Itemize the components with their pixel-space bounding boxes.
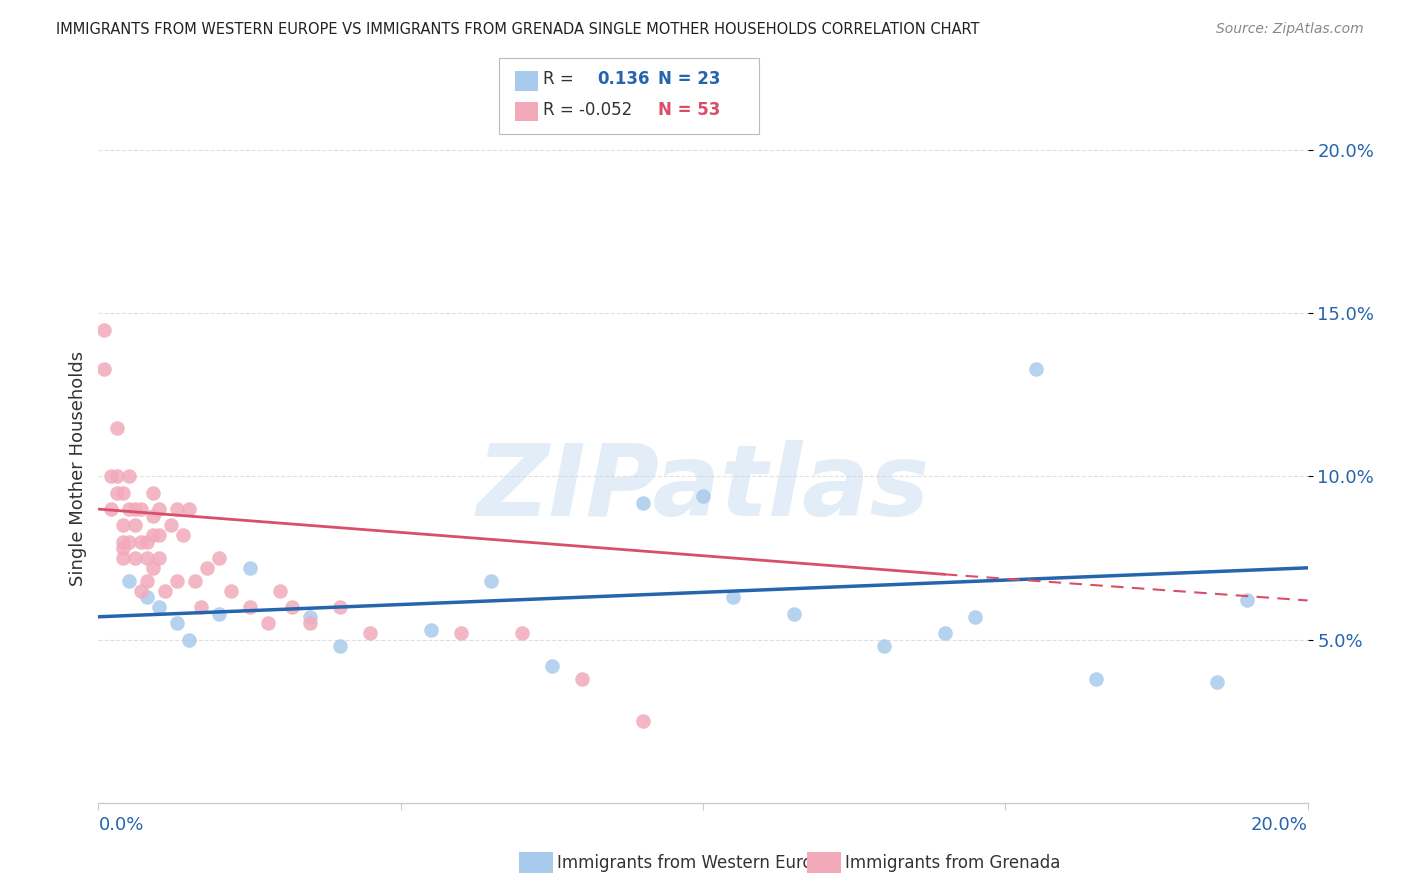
Point (172, 528, 194, 542)
Point (934, 626, 956, 640)
Point (329, 639, 352, 653)
Point (148, 551, 170, 566)
Point (540, 658, 562, 673)
Point (721, 591, 744, 605)
Point (100, 469, 122, 483)
Text: Immigrants from Western Europe: Immigrants from Western Europe (557, 854, 834, 871)
Point (329, 599, 352, 614)
Point (208, 607, 231, 621)
Point (148, 528, 170, 542)
Point (153, 583, 176, 598)
Point (129, 534, 152, 549)
Point (160, 518, 183, 533)
Point (135, 574, 157, 588)
Point (142, 528, 165, 542)
Point (111, 551, 134, 566)
Point (166, 616, 188, 631)
Point (221, 583, 243, 598)
Point (190, 599, 212, 614)
Point (419, 623, 441, 637)
Point (142, 561, 165, 575)
Point (184, 574, 207, 588)
Point (129, 583, 152, 598)
Point (571, 672, 593, 686)
Point (148, 502, 170, 516)
Point (166, 502, 188, 516)
Text: 0.0%: 0.0% (98, 816, 143, 834)
Point (281, 599, 304, 614)
Point (111, 518, 134, 533)
Point (118, 502, 141, 516)
Text: R = -0.052: R = -0.052 (543, 101, 631, 119)
Point (692, 489, 714, 503)
Text: ZIPatlas: ZIPatlas (477, 440, 929, 537)
Point (124, 518, 146, 533)
Point (111, 485, 134, 500)
Point (118, 574, 141, 588)
Y-axis label: Single Mother Households: Single Mother Households (69, 351, 87, 586)
Point (782, 607, 804, 621)
Point (195, 561, 218, 575)
Point (93, 361, 115, 376)
Point (631, 495, 654, 509)
Point (1206, 675, 1229, 690)
Point (450, 626, 472, 640)
Point (299, 609, 322, 624)
Point (118, 534, 141, 549)
Point (93, 323, 115, 337)
Point (1236, 593, 1258, 607)
Point (965, 609, 987, 624)
Point (256, 616, 278, 631)
Point (631, 714, 654, 729)
Text: IMMIGRANTS FROM WESTERN EUROPE VS IMMIGRANTS FROM GRENADA SINGLE MOTHER HOUSEHOL: IMMIGRANTS FROM WESTERN EUROPE VS IMMIGR… (56, 22, 980, 37)
Text: Source: ZipAtlas.com: Source: ZipAtlas.com (1216, 22, 1364, 37)
Point (124, 551, 146, 566)
Point (105, 469, 128, 483)
Text: R =: R = (543, 70, 579, 88)
Point (177, 502, 201, 516)
Point (166, 574, 188, 588)
Text: N = 23: N = 23 (658, 70, 720, 88)
Point (177, 632, 201, 647)
Point (129, 502, 152, 516)
Text: 20.0%: 20.0% (1251, 816, 1308, 834)
Point (135, 551, 157, 566)
Point (111, 534, 134, 549)
Point (111, 541, 134, 556)
Point (142, 508, 165, 523)
Point (269, 583, 291, 598)
Point (142, 485, 165, 500)
Point (299, 616, 322, 631)
Point (360, 626, 382, 640)
Text: 0.136: 0.136 (598, 70, 650, 88)
Text: N = 53: N = 53 (658, 101, 720, 119)
Point (135, 534, 157, 549)
Point (135, 591, 157, 605)
Point (1024, 361, 1046, 376)
Point (481, 574, 503, 588)
Point (873, 639, 896, 653)
Point (1085, 672, 1108, 686)
Point (118, 469, 141, 483)
Point (124, 502, 146, 516)
Point (105, 485, 128, 500)
Point (510, 626, 533, 640)
Text: Immigrants from Grenada: Immigrants from Grenada (845, 854, 1060, 871)
Point (239, 599, 262, 614)
Point (148, 599, 170, 614)
Point (100, 502, 122, 516)
Point (105, 420, 128, 434)
Point (208, 551, 231, 566)
Point (239, 561, 262, 575)
